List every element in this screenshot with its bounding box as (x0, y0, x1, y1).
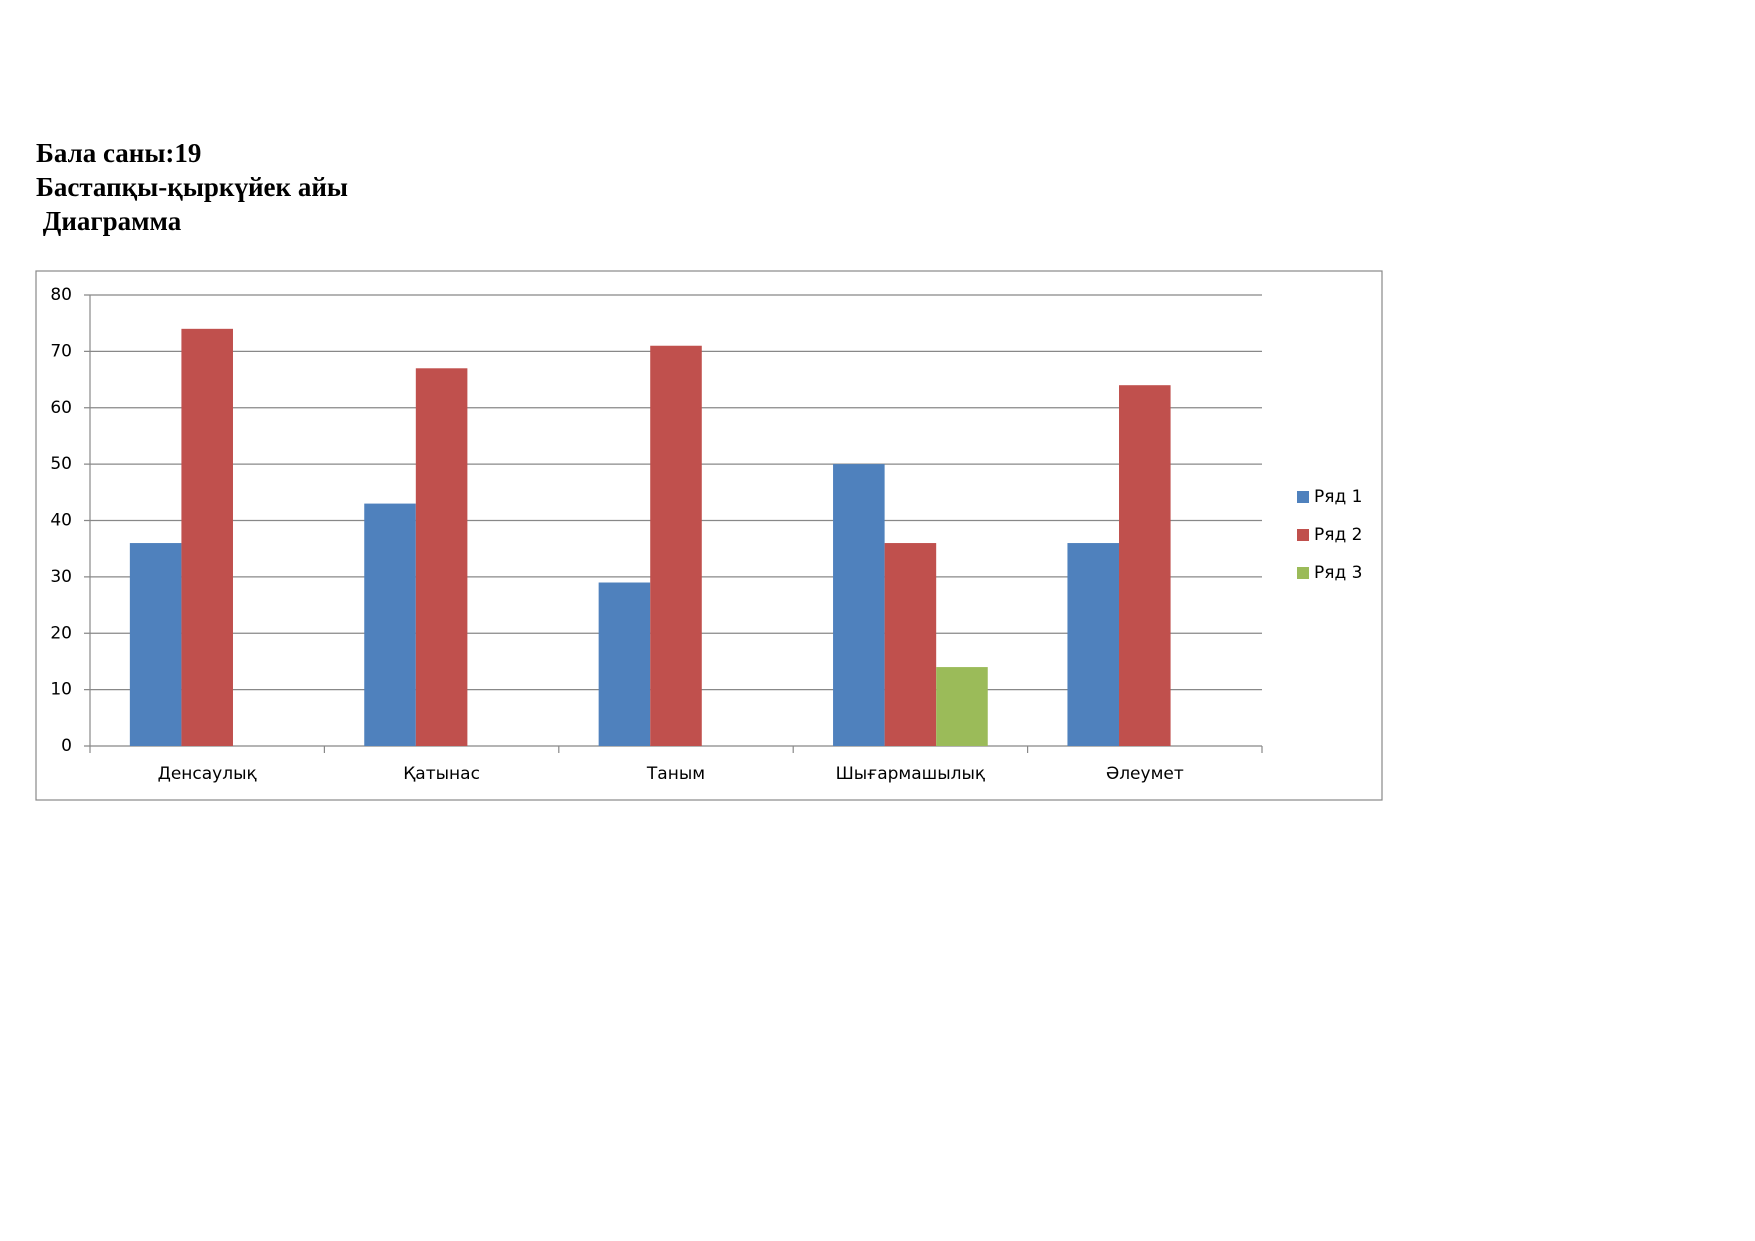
bar (884, 543, 937, 746)
bar (1119, 385, 1171, 746)
y-tick-label: 70 (50, 341, 72, 361)
bar (650, 345, 702, 746)
bar (833, 464, 885, 746)
legend-swatch (1297, 491, 1309, 503)
bar (936, 667, 988, 746)
header-line: Диаграмма (36, 206, 182, 236)
y-tick-label: 10 (50, 680, 72, 700)
header-line: Бастапқы-қыркүйек айы (36, 172, 348, 202)
header-line: Бала саны:19 (36, 138, 202, 168)
y-tick-label: 30 (50, 567, 72, 587)
bar (1067, 543, 1120, 746)
y-tick-label: 60 (50, 398, 72, 418)
chart-frame (35, 270, 1383, 801)
legend-swatch (1297, 567, 1309, 579)
bar (364, 503, 416, 746)
legend-label: Ряд 1 (1314, 487, 1362, 507)
bar (415, 368, 468, 746)
y-tick-label: 80 (50, 285, 72, 305)
x-tick-label: Таным (646, 764, 705, 784)
bar (181, 328, 233, 746)
x-tick-label: Денсаулық (158, 764, 257, 784)
legend-label: Ряд 2 (1314, 525, 1362, 545)
y-tick-label: 50 (50, 454, 72, 474)
legend-label: Ряд 3 (1314, 563, 1362, 583)
y-tick-label: 40 (50, 511, 72, 531)
x-tick-label: Қатынас (403, 764, 480, 784)
bar (129, 543, 182, 746)
y-tick-label: 0 (61, 736, 72, 756)
y-tick-label: 20 (50, 623, 72, 643)
bar (598, 582, 651, 746)
x-tick-label: Әлеумет (1106, 764, 1184, 784)
x-tick-label: Шығармашылық (836, 764, 986, 784)
legend-swatch (1297, 529, 1309, 541)
